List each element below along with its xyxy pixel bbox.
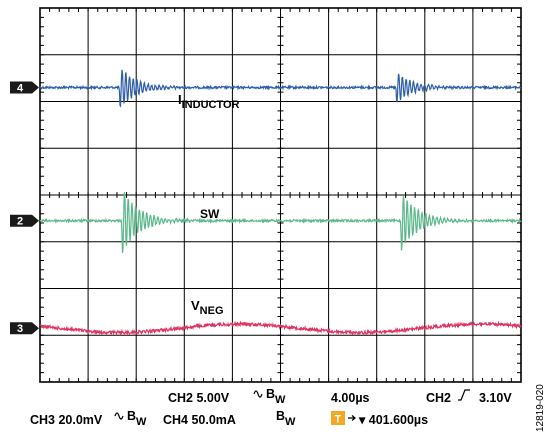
readout-ch2-bw: BW [266,387,286,406]
trace-ch4 [39,69,522,108]
readout-trigger-source: CH2 [426,391,451,405]
channel-marker-ch2 [10,214,39,227]
channel-markers: 4 2 3 [10,81,39,335]
scope-traces [39,69,522,337]
graticule-minor-ticks [39,7,522,383]
channel-marker-label: 2 [17,216,23,228]
readout-trigger-level: 3.10V [479,391,512,405]
readout-ch3-bw: BW [127,409,147,428]
bandwidth-limit-icon [114,412,124,420]
channel-marker-label: 3 [17,323,23,335]
readout-timebase: 4.00µs [331,391,370,405]
channel-marker-label: 4 [17,82,24,94]
readout-trigger-position: ▾ 401.600µs [358,413,428,427]
bandwidth-limit-icon [253,390,263,398]
channel-marker-ch4 [10,81,39,94]
trace-label-inductor: IINDUCTOR [178,92,240,111]
rising-edge-trigger-icon [458,389,470,401]
scope-graticule [39,7,522,383]
trace-ch2 [39,192,522,253]
trace-label-vneg: VNEG [191,298,224,317]
trigger-badge-letter: T [335,414,342,426]
readout-ch3-scale: CH3 20.0mV [30,413,103,427]
readout-ch4-scale: CH4 50.0mA [163,413,236,427]
trigger-badge-icon [331,411,345,425]
trace-label-sw: SW [200,207,220,221]
readout-ch2-scale: CH2 5.00V [168,391,230,405]
channel-marker-ch3 [10,322,39,335]
readout-ch4-bw: BW [276,409,296,428]
arrow-right-icon [348,415,356,421]
figure-id: 12819-020 [535,384,546,432]
trace-ch3 [39,320,522,337]
